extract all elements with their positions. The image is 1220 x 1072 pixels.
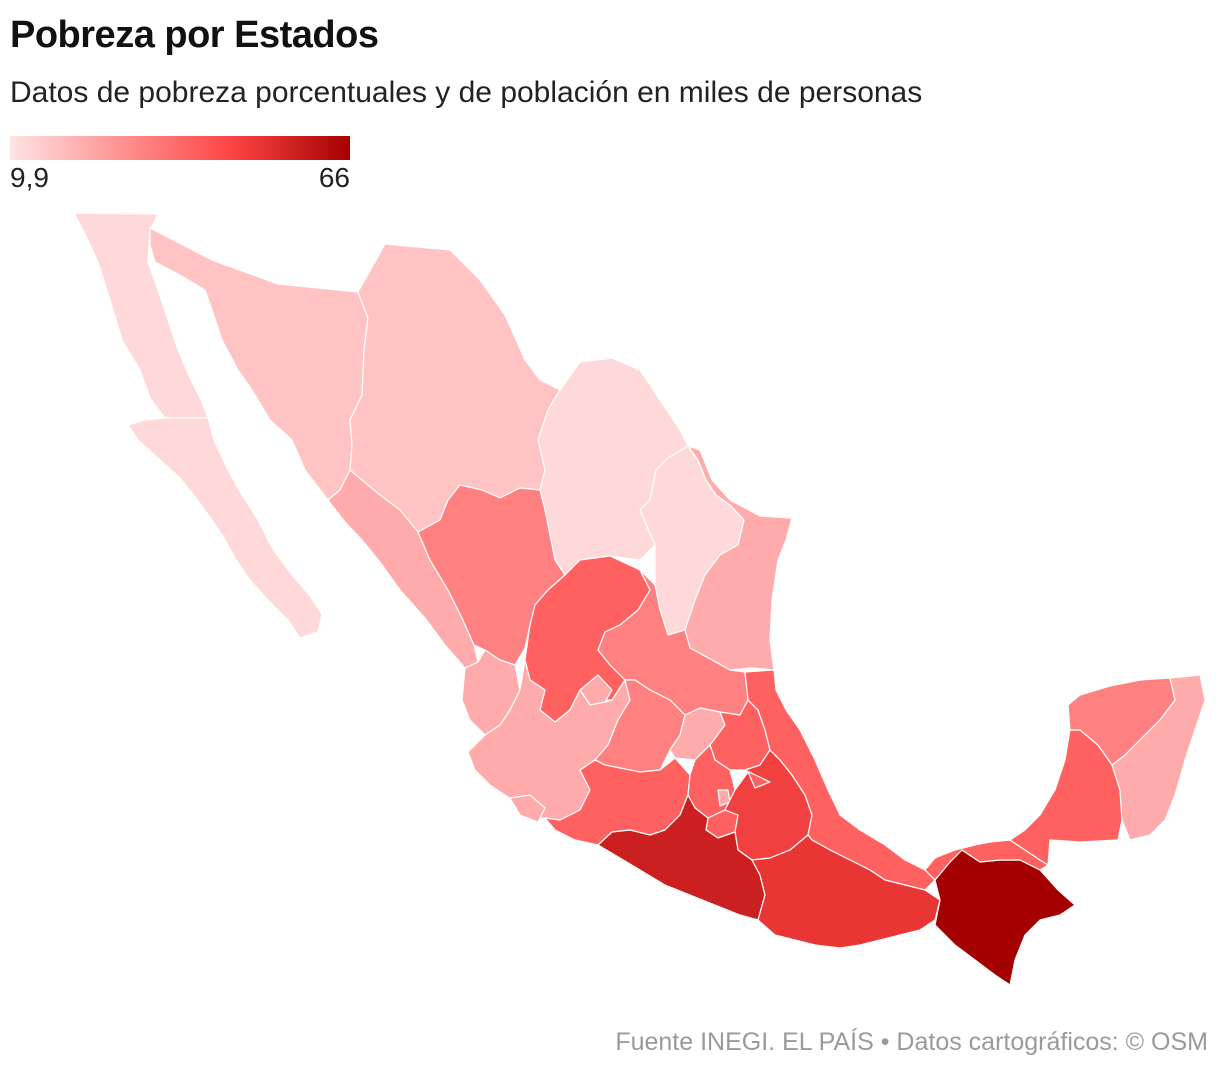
chart-subtitle: Datos de pobreza porcentuales y de pobla… <box>10 76 923 109</box>
legend-min-label: 9,9 <box>10 162 49 193</box>
state-oaxaca[interactable] <box>751 834 941 949</box>
state-guerrero[interactable] <box>597 794 766 921</box>
state-baja-california-sur[interactable] <box>127 417 323 639</box>
state-baja-california[interactable] <box>73 212 209 419</box>
state-chiapas[interactable] <box>934 849 1076 986</box>
legend-gradient-bar <box>10 136 350 160</box>
color-legend: 9,9 66 <box>10 136 350 194</box>
chart-title: Pobreza por Estados <box>10 14 379 56</box>
source-footer: Fuente INEGI. EL PAÍS • Datos cartográfi… <box>615 1028 1208 1056</box>
state-coahuila[interactable] <box>537 357 689 576</box>
mexico-map <box>73 212 1206 986</box>
state-quintana-roo[interactable] <box>1111 674 1206 841</box>
legend-max-label: 66 <box>318 162 350 193</box>
state-colima[interactable] <box>509 794 546 823</box>
legend-labels: 9,9 66 <box>10 160 350 194</box>
